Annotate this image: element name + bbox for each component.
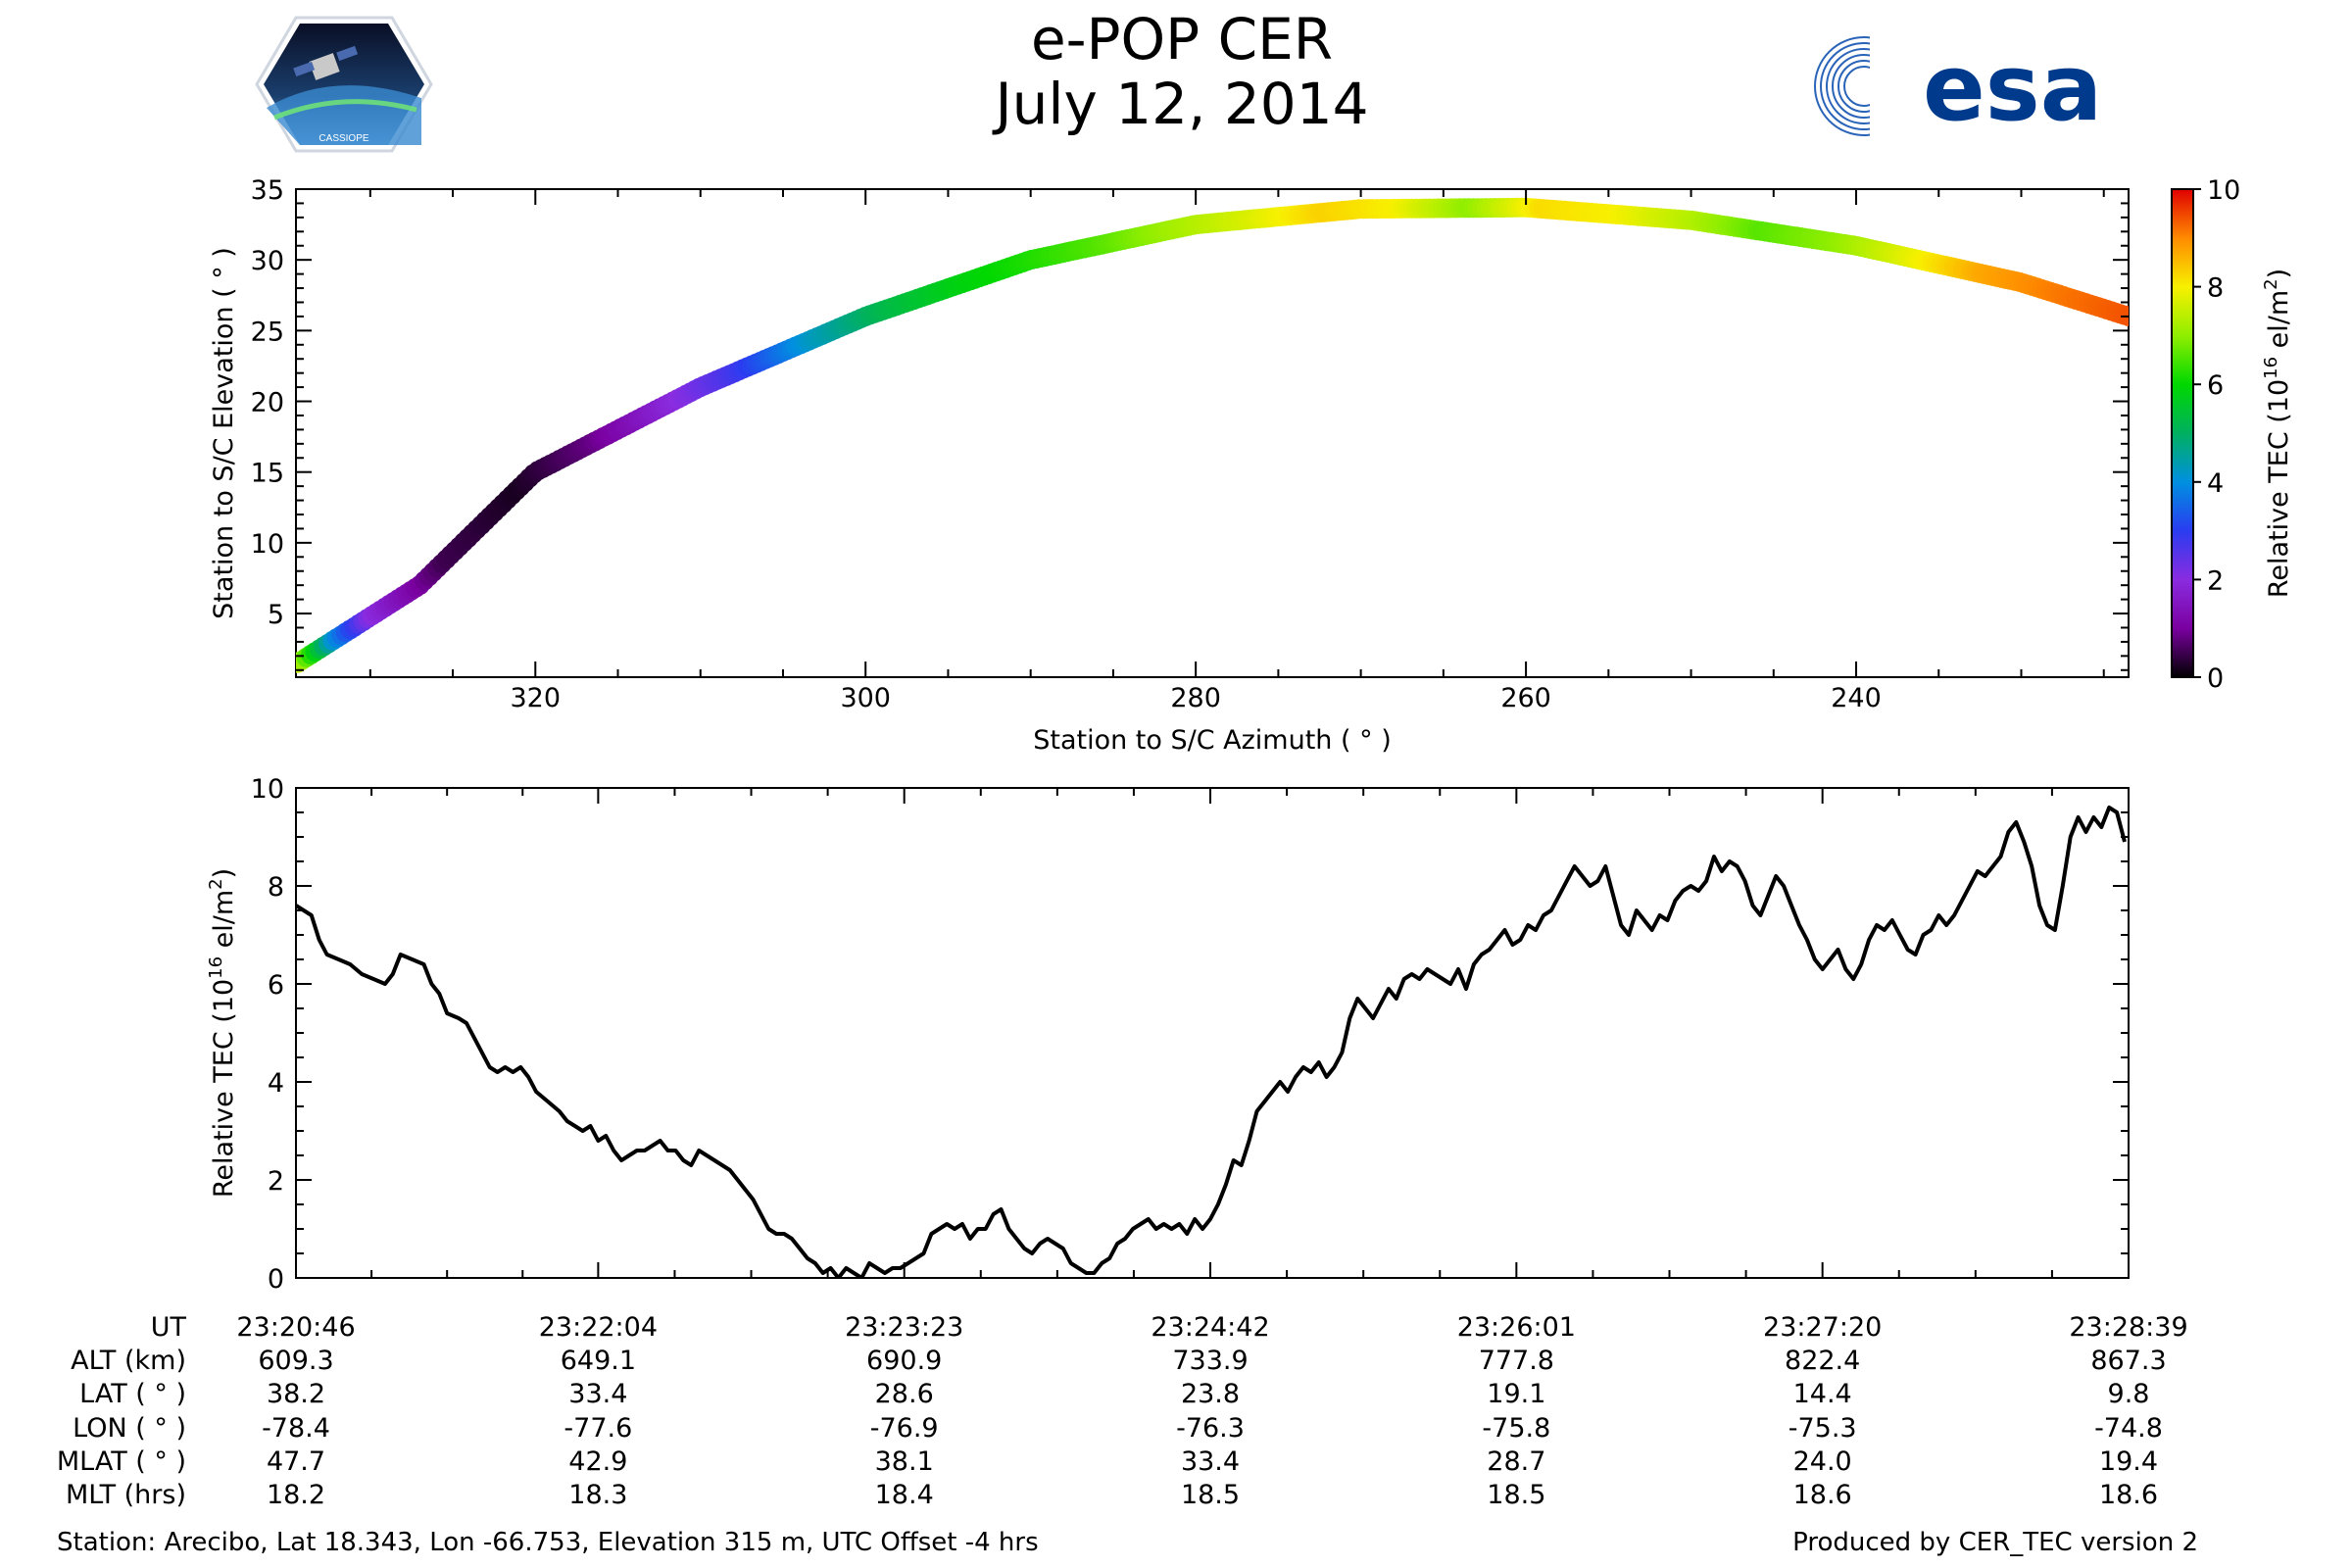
table-cell: 23.8 bbox=[1181, 1379, 1240, 1409]
table-cell: -75.3 bbox=[1788, 1413, 1857, 1444]
table-row-label: LON ( ° ) bbox=[73, 1413, 186, 1444]
table-cell: -75.8 bbox=[1482, 1413, 1550, 1444]
cassiope-logo: CASSIOPE bbox=[255, 16, 433, 153]
table-cell: 9.8 bbox=[2108, 1379, 2150, 1409]
colorbar-tick-label: 2 bbox=[2207, 565, 2224, 596]
table-cell: -78.4 bbox=[262, 1413, 330, 1444]
table-cell: -74.8 bbox=[2094, 1413, 2163, 1444]
table-cell: 867.3 bbox=[2090, 1346, 2166, 1376]
table-cell: 23:20:46 bbox=[236, 1312, 355, 1343]
bottom-plot-ticks: 0 2 4 6 8 10 bbox=[251, 774, 2130, 1295]
table-cell: 19.1 bbox=[1487, 1379, 1545, 1409]
table-cell: 18.4 bbox=[875, 1480, 934, 1510]
table-cell: 609.3 bbox=[258, 1346, 333, 1376]
colorbar-tick-label: 4 bbox=[2207, 468, 2224, 499]
table-cell: 47.7 bbox=[267, 1446, 325, 1477]
table-cell: 18.3 bbox=[568, 1480, 627, 1510]
table-cell: 690.9 bbox=[866, 1346, 942, 1376]
table-cell: 822.4 bbox=[1785, 1346, 1860, 1376]
colorbar-gradient bbox=[2171, 188, 2194, 678]
table-row-label: UT bbox=[151, 1312, 187, 1343]
elevation-azimuth-plot: 320 300 280 260 240 5 10 15 20 25 30 35 Station to … bbox=[209, 175, 2130, 756]
table-cell: 777.8 bbox=[1479, 1346, 1554, 1376]
table-cell: 42.9 bbox=[568, 1446, 627, 1477]
top-y-tick-label: 15 bbox=[251, 459, 284, 489]
esa-logo-text: esa bbox=[1923, 35, 2102, 142]
table-row-label: MLT (hrs) bbox=[66, 1480, 186, 1510]
table-cell: 23:22:04 bbox=[539, 1312, 658, 1343]
top-y-tick-label: 25 bbox=[251, 317, 284, 347]
tec-series-line bbox=[296, 806, 2127, 1278]
bottom-y-tick-label: 10 bbox=[251, 774, 284, 805]
table-cell: -76.3 bbox=[1176, 1413, 1245, 1444]
table-cell: 18.6 bbox=[1793, 1480, 1852, 1510]
table-cell: 38.1 bbox=[875, 1446, 934, 1477]
colorbar-label: Relative TEC (1016 el/m2) bbox=[2261, 269, 2294, 598]
table-cell: 18.2 bbox=[267, 1480, 325, 1510]
colorbar-tick-label: 0 bbox=[2207, 663, 2224, 694]
table-cell: 14.4 bbox=[1793, 1379, 1852, 1409]
table-cell: 18.5 bbox=[1181, 1480, 1240, 1510]
table-cell: 23:26:01 bbox=[1457, 1312, 1576, 1343]
table-cell: 23:23:23 bbox=[845, 1312, 963, 1343]
table-cell: 28.7 bbox=[1487, 1446, 1545, 1477]
tec-time-plot: 0 2 4 6 8 10 Relative TEC (1016 el/m2) bbox=[206, 774, 2130, 1295]
bottom-y-tick-label: 8 bbox=[268, 872, 284, 903]
table-cell: 23:28:39 bbox=[2069, 1312, 2187, 1343]
table-cell: 19.4 bbox=[2099, 1446, 2158, 1477]
top-y-tick-label: 10 bbox=[251, 529, 284, 560]
table-cell: 38.2 bbox=[267, 1379, 325, 1409]
track-points bbox=[296, 197, 2129, 673]
top-ylabel: Station to S/C Elevation ( ° ) bbox=[209, 247, 239, 619]
top-y-tick-label: 30 bbox=[251, 246, 284, 276]
table-row-label: LAT ( ° ) bbox=[79, 1379, 186, 1409]
table-cell: -76.9 bbox=[870, 1413, 939, 1444]
title-line-2: July 12, 2014 bbox=[992, 71, 1368, 137]
footer-produced-by: Produced by CER_TEC version 2 bbox=[1792, 1528, 2198, 1557]
top-x-tick-label: 260 bbox=[1500, 683, 1551, 713]
table-cell: 33.4 bbox=[1181, 1446, 1240, 1477]
table-cell: -77.6 bbox=[564, 1413, 632, 1444]
top-x-tick-label: 300 bbox=[840, 683, 891, 713]
table-cell: 24.0 bbox=[1793, 1446, 1852, 1477]
bottom-y-tick-label: 0 bbox=[268, 1264, 284, 1295]
table-cell: 733.9 bbox=[1172, 1346, 1248, 1376]
table-cell: 18.6 bbox=[2099, 1480, 2158, 1510]
colorbar-ticks: 0 2 4 6 8 10 bbox=[2193, 175, 2240, 694]
top-y-tick-label: 5 bbox=[268, 600, 284, 630]
top-plot-frame bbox=[295, 188, 2130, 678]
top-plot-ticks: 320 300 280 260 240 5 10 15 20 25 30 35 bbox=[251, 175, 2129, 713]
colorbar-tick-label: 10 bbox=[2207, 175, 2240, 206]
bottom-plot-frame bbox=[295, 787, 2130, 1279]
table-cell: 33.4 bbox=[568, 1379, 627, 1409]
table-cell: 649.1 bbox=[561, 1346, 636, 1376]
footer-station-info: Station: Arecibo, Lat 18.343, Lon -66.75… bbox=[57, 1528, 1039, 1557]
colorbar-tick-label: 8 bbox=[2207, 273, 2224, 304]
table-row-label: MLAT ( ° ) bbox=[57, 1446, 186, 1477]
top-x-tick-label: 280 bbox=[1170, 683, 1221, 713]
bottom-y-tick-label: 6 bbox=[268, 970, 284, 1001]
top-y-tick-label: 35 bbox=[251, 175, 284, 206]
top-x-tick-label: 320 bbox=[511, 683, 562, 713]
table-cell: 18.5 bbox=[1487, 1480, 1545, 1510]
top-y-tick-label: 20 bbox=[251, 388, 284, 418]
colorbar-tick-label: 6 bbox=[2207, 370, 2224, 401]
table-cell: 28.6 bbox=[875, 1379, 934, 1409]
title-line-1: e-POP CER bbox=[1031, 6, 1333, 73]
top-xlabel: Station to S/C Azimuth ( ° ) bbox=[1033, 725, 1392, 756]
cassiope-logo-text: CASSIOPE bbox=[318, 133, 368, 144]
esa-logo: esa bbox=[1814, 29, 2102, 147]
colorbar: 0 2 4 6 8 10 Relative TEC (1016 el/m2) bbox=[2171, 175, 2294, 694]
bottom-ylabel: Relative TEC (1016 el/m2) bbox=[206, 868, 239, 1198]
bottom-y-tick-label: 4 bbox=[268, 1068, 284, 1099]
bottom-y-tick-label: 2 bbox=[268, 1166, 284, 1197]
table-cell: 23:24:42 bbox=[1151, 1312, 1269, 1343]
table-cell: 23:27:20 bbox=[1763, 1312, 1882, 1343]
table-row-label: ALT (km) bbox=[71, 1346, 186, 1376]
top-x-tick-label: 240 bbox=[1831, 683, 1882, 713]
